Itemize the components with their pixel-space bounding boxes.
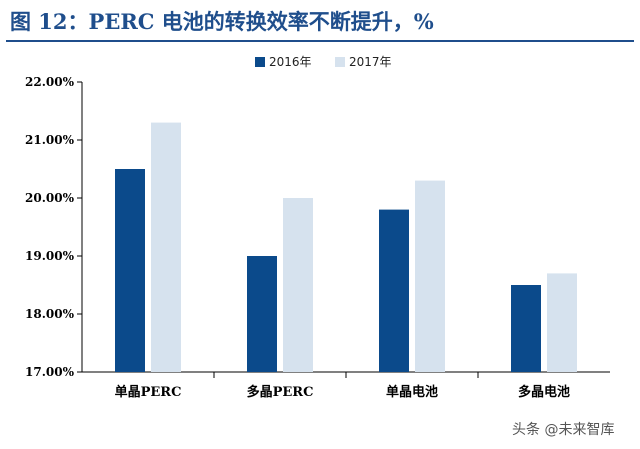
y-tick-label: 22.00%	[25, 75, 75, 89]
legend-swatch	[335, 57, 345, 67]
watermark-text: 头条 @未来智库	[512, 422, 615, 438]
bar-2016	[247, 256, 277, 372]
y-tick-label: 20.00%	[25, 191, 75, 205]
bar-2016	[379, 209, 409, 372]
chart-title: 图 12：PERC 电池的转换效率不断提升，%	[10, 9, 434, 34]
bar-2017	[283, 198, 313, 372]
bar-2016	[511, 285, 541, 372]
y-tick-label: 17.00%	[25, 365, 75, 379]
x-category-label: 多晶电池	[518, 384, 570, 400]
legend-label: 2017年	[349, 55, 392, 69]
bar-2017	[547, 273, 577, 372]
title-divider	[6, 40, 634, 42]
bar-2016	[115, 169, 145, 372]
x-category-label: 单晶电池	[386, 384, 438, 400]
x-category-label: 单晶PERC	[115, 384, 182, 400]
y-tick-label: 21.00%	[25, 133, 75, 147]
bar-2017	[151, 122, 181, 372]
y-tick-label: 18.00%	[25, 307, 75, 321]
x-category-label: 多晶PERC	[247, 384, 314, 400]
y-tick-label: 19.00%	[25, 249, 75, 263]
legend-swatch	[255, 57, 265, 67]
bar-2017	[415, 180, 445, 372]
legend-label: 2016年	[269, 55, 312, 69]
